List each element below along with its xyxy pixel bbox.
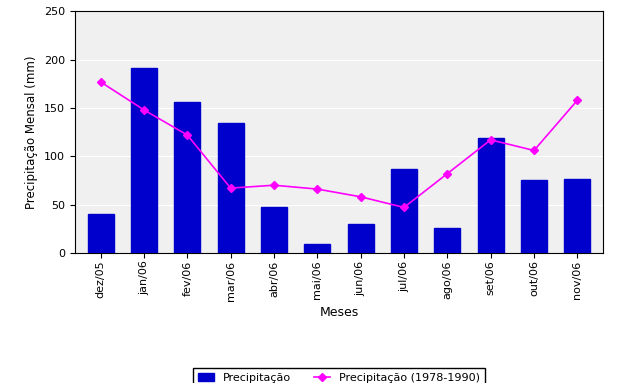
Bar xyxy=(478,138,504,253)
Bar xyxy=(434,228,460,253)
X-axis label: Meses: Meses xyxy=(319,306,359,319)
Legend: Precipitação, Precipitação (1978-1990): Precipitação, Precipitação (1978-1990) xyxy=(193,368,485,383)
Bar xyxy=(521,180,547,253)
Bar xyxy=(218,123,244,253)
Bar xyxy=(564,179,590,253)
Bar xyxy=(391,169,417,253)
Bar xyxy=(131,69,157,253)
Bar xyxy=(348,224,374,253)
Y-axis label: Precipitação Mensal (mm): Precipitação Mensal (mm) xyxy=(26,56,38,209)
Bar xyxy=(88,214,114,253)
Bar xyxy=(174,102,200,253)
Bar xyxy=(304,244,330,253)
Bar xyxy=(261,208,287,253)
